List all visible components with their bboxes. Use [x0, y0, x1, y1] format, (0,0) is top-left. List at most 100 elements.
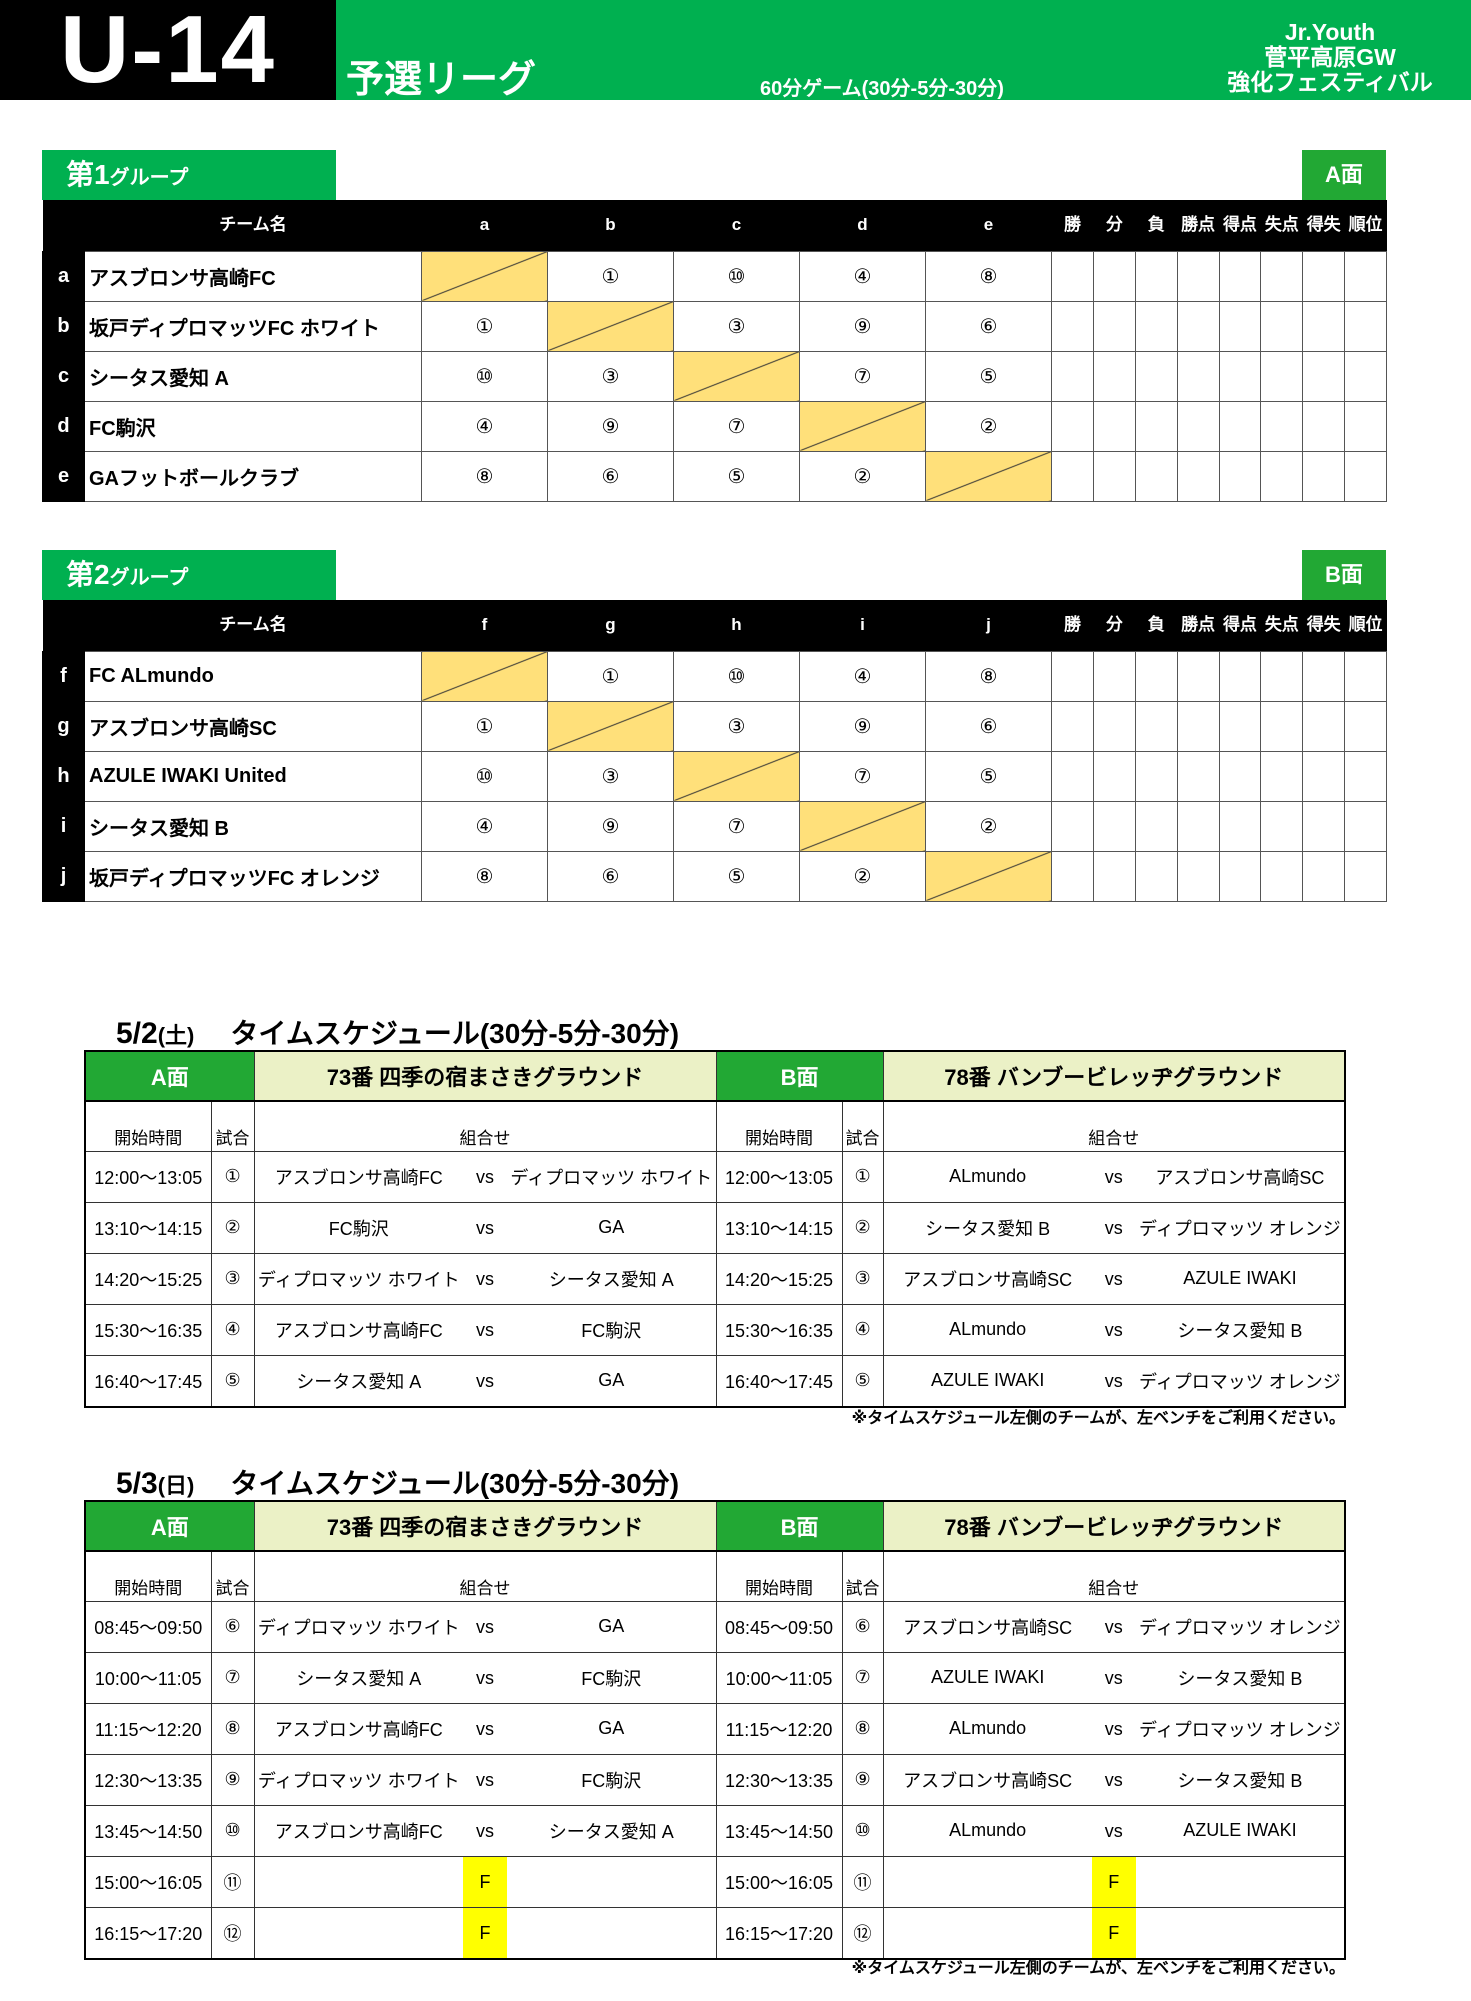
start-time: 14:20～15:25	[715, 1252, 843, 1305]
opponent-column-header: b	[547, 200, 674, 251]
schedule-row: 13:45～14:50 ⑩ アスブロンサ高崎FC vs シータス愛知 A 13:45～14…	[84, 1804, 1346, 1857]
stat-cell	[1092, 250, 1136, 302]
match-number: ①	[841, 1150, 884, 1203]
away-team: ディプロマッツ オレンジ	[1139, 1371, 1341, 1392]
stat-cell	[1176, 750, 1220, 802]
start-time: 10:00～11:05	[84, 1651, 212, 1704]
match-number: ⑤	[673, 450, 800, 502]
stat-cell	[1051, 250, 1094, 302]
team-name: アスブロンサ高崎FC	[84, 250, 422, 302]
venue-header-row: A面 73番 四季の宿まさきグラウンド B面 78番 バンブービレッヂグラウンド	[84, 1050, 1346, 1102]
stat-cell	[1260, 750, 1304, 802]
away-team: シータス愛知 A	[548, 1269, 674, 1290]
schedule-weekday: (土)	[157, 1023, 195, 1048]
match-number: ④	[799, 650, 926, 702]
stat-cell	[1344, 300, 1387, 352]
matchup: アスブロンサ高崎SC vs AZULE IWAKI	[882, 1252, 1346, 1305]
self-match-cell	[673, 350, 800, 402]
stat-cell	[1302, 750, 1346, 802]
matchup: F	[253, 1906, 717, 1959]
matchup-teams: アスブロンサ高崎FC vs FC駒沢	[255, 1305, 715, 1354]
stat-cell	[1344, 750, 1387, 802]
schedule-title: 5/2(土) タイムスケジュール(30分-5分-30分)	[116, 1012, 679, 1052]
stat-cell	[1176, 800, 1220, 852]
stat-cell	[1218, 850, 1262, 902]
stat-cell	[1051, 700, 1094, 752]
matchup-teams: アスブロンサ高崎SC vs シータス愛知 B	[884, 1755, 1344, 1804]
brand-line: 強化フェスティバル	[1227, 69, 1433, 95]
start-time-header: 開始時間	[84, 1100, 212, 1152]
match-number: ③	[547, 350, 674, 402]
match-number: ⑤	[673, 850, 800, 902]
stat-cell	[1218, 350, 1262, 402]
match-number: ④	[421, 400, 548, 452]
home-team: AZULE IWAKI	[930, 1667, 1045, 1687]
matchup-teams: ALmundo vs AZULE IWAKI	[884, 1806, 1344, 1855]
stat-cell	[1176, 700, 1220, 752]
league-table: チーム名 a b c d e 勝分負勝点 得点 失点 得失 順位 a アスブロンサ高崎FC ① ⑩ ④ ⑧ b 坂戸…	[42, 200, 1387, 502]
stat-cell	[1302, 450, 1346, 502]
matchup-teams: シータス愛知 B vs ディプロマッツ オレンジ	[884, 1203, 1344, 1252]
stat-column-header: 勝点	[1177, 600, 1219, 651]
match-header: 試合	[210, 1550, 255, 1602]
match-number: ⑦	[841, 1651, 884, 1704]
matchup-teams: AZULE IWAKI vs ディプロマッツ オレンジ	[884, 1356, 1344, 1406]
match-number: ①	[547, 650, 674, 702]
match-number: ②	[925, 800, 1052, 852]
schedule-table: A面 73番 四季の宿まさきグラウンド B面 78番 バンブービレッヂグラウンド 開始時…	[84, 1050, 1347, 1408]
matchup: アスブロンサ高崎FC vs ディプロマッツ ホワイト	[253, 1150, 717, 1203]
team-letter: j	[42, 850, 85, 902]
match-number: ⑧	[925, 650, 1052, 702]
stat-column-header: 勝点	[1177, 200, 1219, 251]
match-number: ②	[841, 1201, 884, 1254]
matchup: AZULE IWAKI vs ディプロマッツ オレンジ	[882, 1354, 1346, 1407]
schedule-row: 16:15～17:20 ⑫ F 16:15～17:20 ⑫ F	[84, 1906, 1346, 1959]
start-time-header: 開始時間	[84, 1550, 212, 1602]
self-match-cell	[547, 300, 674, 352]
match-number: ⑦	[673, 800, 800, 852]
matchup: ディプロマッツ ホワイト vs FC駒沢	[253, 1753, 717, 1806]
team-row: h AZULE IWAKI United ⑩ ③ ⑦ ⑤	[42, 750, 1387, 802]
start-time: 11:15～12:20	[84, 1702, 212, 1755]
group-label: 第2グループ	[42, 550, 336, 600]
stat-cell	[1051, 800, 1094, 852]
team-letter: e	[42, 450, 85, 502]
stat-cell	[1176, 250, 1220, 302]
stat-column-header: 得点	[1219, 200, 1261, 251]
match-number: ⑩	[841, 1804, 884, 1857]
match-number: ⑨	[547, 800, 674, 852]
match-number: ⑫	[210, 1906, 255, 1959]
match-number: ⑨	[210, 1753, 255, 1806]
start-time: 12:30～13:35	[84, 1753, 212, 1806]
bench-note: ※タイムスケジュール左側のチームが、左ベンチをご利用ください。	[851, 1960, 1345, 1977]
match-number: ②	[925, 400, 1052, 452]
match-number: ⑤	[210, 1354, 255, 1407]
match-number: ④	[841, 1303, 884, 1356]
start-time: 16:15～17:20	[84, 1906, 212, 1959]
matchup-teams: FC駒沢 vs GA	[255, 1203, 715, 1252]
stat-cell	[1302, 250, 1346, 302]
team-name: シータス愛知 A	[84, 350, 422, 402]
vs-label: vs	[1104, 1319, 1123, 1340]
home-team: ALmundo	[949, 1718, 1027, 1738]
stat-column-header: 負	[1135, 600, 1178, 651]
team-letter: h	[42, 750, 85, 802]
vs-label: vs	[476, 1820, 495, 1841]
vs-label: vs	[1104, 1166, 1123, 1187]
self-match-cell	[673, 750, 800, 802]
stat-column-header: 失点	[1260, 200, 1303, 251]
home-team: ALmundo	[949, 1820, 1027, 1840]
matchup: アスブロンサ高崎SC vs ディプロマッツ オレンジ	[882, 1600, 1346, 1653]
stat-column-header: 勝	[1051, 200, 1094, 251]
stat-cell	[1218, 250, 1262, 302]
stat-cell	[1260, 400, 1304, 452]
corner-cell	[42, 200, 85, 251]
home-team: ディプロマッツ ホワイト	[257, 1617, 460, 1638]
team-name: FC ALmundo	[84, 650, 422, 702]
stat-cell	[1176, 650, 1220, 702]
schedule-row: 13:10～14:15 ② FC駒沢 vs GA 13:10～14:15 ② シータス愛知 B…	[84, 1201, 1346, 1254]
stat-cell	[1051, 400, 1094, 452]
team-letter: a	[42, 250, 85, 302]
stat-cell	[1260, 700, 1304, 752]
